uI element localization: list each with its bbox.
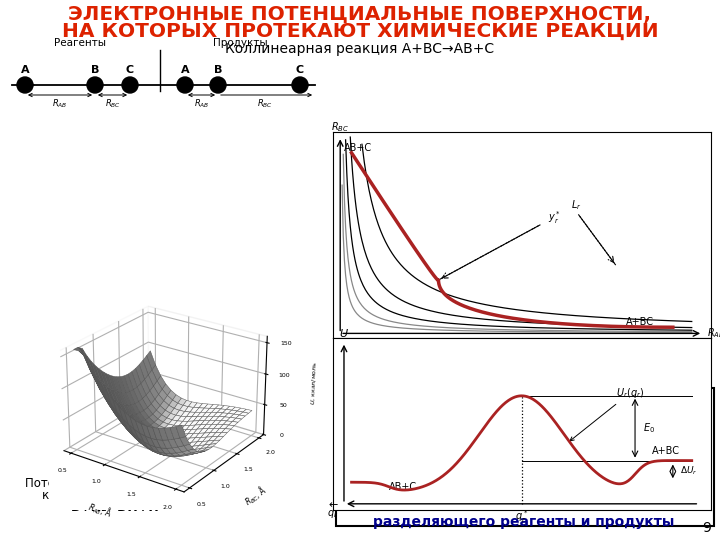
Text: коллинеарной реакции: коллинеарной реакции bbox=[42, 489, 188, 502]
Text: A: A bbox=[21, 65, 30, 75]
Text: $R_{BC}$: $R_{BC}$ bbox=[331, 120, 349, 134]
Text: разделяющего реагенты и продукты: разделяющего реагенты и продукты bbox=[373, 515, 675, 529]
Text: D+H₂→DH+H: D+H₂→DH+H bbox=[71, 501, 159, 514]
Text: AB+C: AB+C bbox=[344, 143, 372, 153]
Circle shape bbox=[87, 77, 103, 93]
Circle shape bbox=[210, 77, 226, 93]
Text: – профиль пути реакции: – профиль пути реакции bbox=[430, 456, 631, 470]
Text: C: C bbox=[126, 65, 134, 75]
Text: B: B bbox=[91, 65, 99, 75]
Text: ЭЛЕКТРОННЫЕ ПОТЕНЦИАЛЬНЫЕ ПОВЕРХНОСТИ,: ЭЛЕКТРОННЫЕ ПОТЕНЦИАЛЬНЫЕ ПОВЕРХНОСТИ, bbox=[68, 5, 652, 24]
Text: Потенциальная поверхность: Потенциальная поверхность bbox=[25, 477, 205, 490]
Text: $L_r$: $L_r$ bbox=[350, 395, 365, 413]
Text: $U$: $U$ bbox=[339, 327, 349, 339]
Circle shape bbox=[122, 77, 138, 93]
Text: $L_r$: $L_r$ bbox=[571, 198, 581, 212]
Text: 9: 9 bbox=[703, 521, 711, 535]
Bar bbox=[336, 388, 714, 526]
Text: C: C bbox=[296, 65, 304, 75]
Text: $y_r^*$: $y_r^*$ bbox=[548, 209, 561, 226]
Text: $R_{AB}$: $R_{AB}$ bbox=[194, 97, 210, 110]
Y-axis label: $R_{BC}$, Å: $R_{BC}$, Å bbox=[242, 483, 271, 509]
Text: $q_r^*$: $q_r^*$ bbox=[515, 508, 528, 525]
Text: Коллинеарная реакция A+BC→AB+C: Коллинеарная реакция A+BC→AB+C bbox=[225, 42, 495, 56]
Text: $E_0$: $E_0$ bbox=[643, 421, 654, 435]
Text: $E_0$: $E_0$ bbox=[350, 483, 367, 502]
Text: A+BC: A+BC bbox=[626, 317, 654, 327]
Text: – координата реакции: – координата реакции bbox=[392, 427, 577, 441]
Text: $U_r(q_r)$: $U_r(q_r)$ bbox=[350, 454, 392, 472]
Text: $R_{BC}$: $R_{BC}$ bbox=[257, 97, 273, 110]
Text: $R_{AB}$: $R_{AB}$ bbox=[707, 327, 720, 340]
Text: – высота потенциального барьера,: – высота потенциального барьера, bbox=[392, 485, 678, 500]
Text: Реагенты: Реагенты bbox=[54, 38, 106, 48]
Circle shape bbox=[17, 77, 33, 93]
Circle shape bbox=[292, 77, 308, 93]
Text: A+BC: A+BC bbox=[652, 446, 680, 456]
Text: A: A bbox=[181, 65, 189, 75]
Text: B: B bbox=[214, 65, 222, 75]
Text: $q_r$: $q_r$ bbox=[327, 508, 338, 520]
Text: $U_r(q_r)$: $U_r(q_r)$ bbox=[570, 386, 644, 441]
Text: Продукты: Продукты bbox=[212, 38, 267, 48]
Text: $R_{BC}$: $R_{BC}$ bbox=[104, 97, 120, 110]
X-axis label: $R_{AB}$, Å: $R_{AB}$, Å bbox=[86, 499, 114, 521]
Text: $\Delta U_r$: $\Delta U_r$ bbox=[680, 464, 698, 477]
Circle shape bbox=[177, 77, 193, 93]
Text: AB+C: AB+C bbox=[390, 482, 418, 491]
Text: $R_{AB}$: $R_{AB}$ bbox=[53, 97, 68, 110]
Text: - путь реакции: - путь реакции bbox=[392, 397, 516, 411]
Text: НА КОТОРЫХ ПРОТЕКАЮТ ХИМИЧЕСКИЕ РЕАКЦИИ: НА КОТОРЫХ ПРОТЕКАЮТ ХИМИЧЕСКИЕ РЕАКЦИИ bbox=[62, 22, 658, 41]
Text: $q_r$: $q_r$ bbox=[350, 426, 366, 442]
Text: $\leftarrow$: $\leftarrow$ bbox=[326, 499, 339, 509]
